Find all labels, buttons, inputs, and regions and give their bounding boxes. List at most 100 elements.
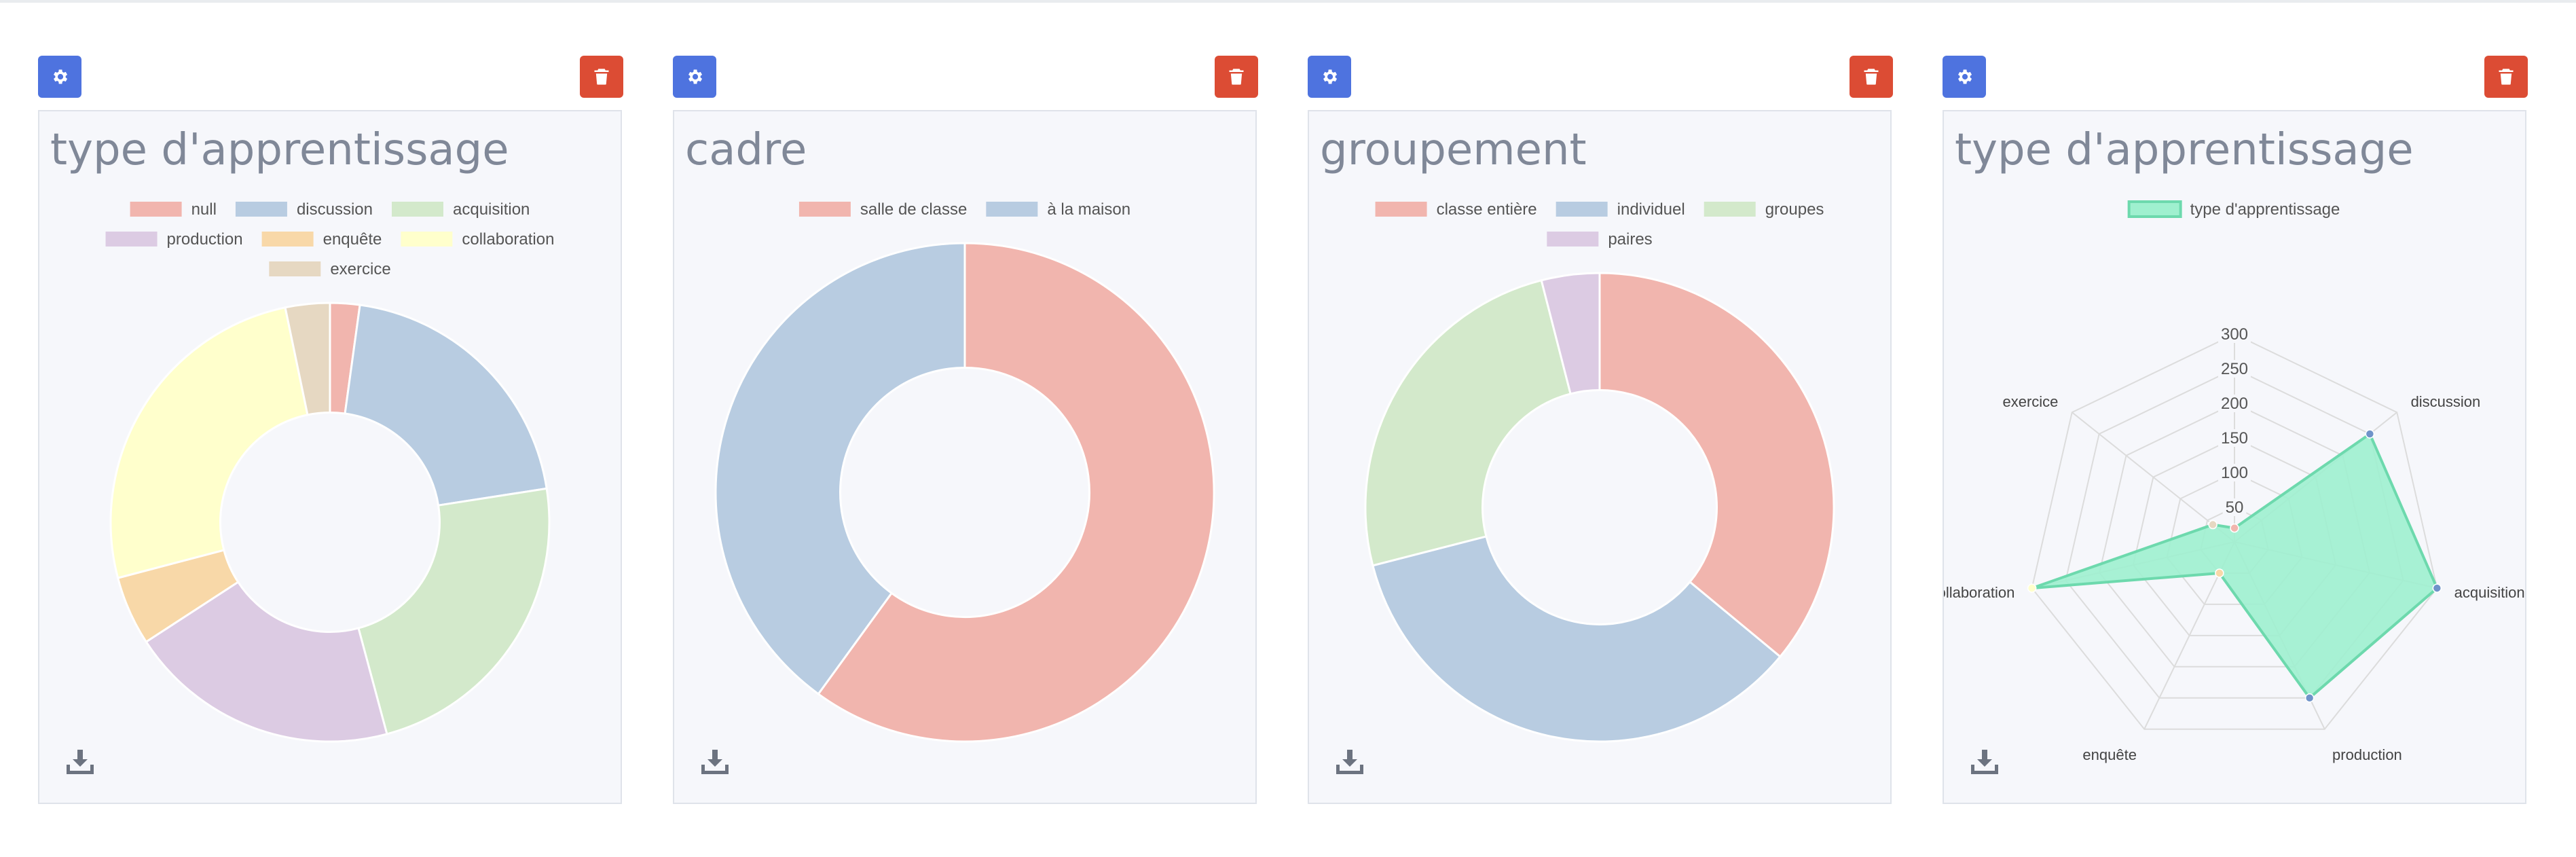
- legend-item-classe-entiere[interactable]: classe entière: [1375, 200, 1537, 219]
- legend-label: null: [191, 200, 217, 219]
- legend-item-production[interactable]: production: [105, 230, 243, 249]
- legend-label: production: [167, 230, 243, 249]
- legend-label: à la maison: [1047, 200, 1130, 219]
- legend-item-enquete[interactable]: enquête: [261, 230, 382, 249]
- legend-swatch: [986, 202, 1038, 217]
- slice-discussion[interactable]: [344, 304, 548, 507]
- legend-item-collaboration[interactable]: collaboration: [401, 230, 554, 249]
- chart-legend: null discussion acquisition production enquê…: [105, 200, 554, 278]
- legend-label: classe entière: [1437, 200, 1537, 219]
- chart-title: type d'apprentissage: [50, 125, 509, 175]
- settings-button[interactable]: [1943, 56, 1986, 98]
- delete-button[interactable]: [1850, 56, 1893, 98]
- radar-chart: type d'apprentissage 50 100 150 200 250 300 dis…: [1944, 200, 2525, 763]
- radar-axis-label-acquisition: acquisition: [2454, 584, 2525, 601]
- chart-legend: type d'apprentissage: [2127, 200, 2340, 219]
- slice-a-la-maison[interactable]: [714, 242, 966, 696]
- legend-label: exercice: [330, 260, 390, 278]
- slice-acquisition[interactable]: [357, 487, 551, 735]
- legend-label: salle de classe: [860, 200, 967, 219]
- legend-item-exercice[interactable]: exercice: [269, 260, 391, 278]
- download-button[interactable]: [1971, 750, 1998, 774]
- radar-point-acquisition[interactable]: [2432, 583, 2442, 593]
- settings-button[interactable]: [673, 56, 716, 98]
- legend-label: discussion: [297, 200, 373, 219]
- chart-panel: salle de classe à la maison cadre: [673, 110, 1257, 804]
- legend-swatch: [1704, 202, 1756, 217]
- legend-swatch: [130, 202, 182, 217]
- radar-tick-labels: 50 100 150 200 250 300: [2218, 325, 2251, 517]
- gear-icon: [1955, 67, 1974, 86]
- trash-icon: [1227, 67, 1246, 86]
- radar-point-exercice[interactable]: [2208, 519, 2218, 530]
- doughnut-slices: [1364, 272, 1835, 743]
- chart-card: null discussion acquisition production enquê…: [38, 56, 623, 804]
- slice-production[interactable]: [145, 581, 388, 743]
- download-button[interactable]: [1336, 750, 1363, 774]
- trash-icon: [1862, 67, 1881, 86]
- radar-axis-label-collaboration: collaboration: [1944, 584, 2014, 601]
- settings-button[interactable]: [38, 56, 81, 98]
- doughnut-chart: salle de classe à la maison: [714, 200, 1215, 743]
- settings-button[interactable]: [1308, 56, 1351, 98]
- legend-item-salle-de-classe[interactable]: salle de classe: [798, 200, 967, 219]
- legend-item-a-la-maison[interactable]: à la maison: [986, 200, 1130, 219]
- chart-card: classe entière individuel groupes paires gro…: [1308, 56, 1893, 804]
- radar-tick-label: 150: [2221, 429, 2248, 448]
- radar-axis-label-discussion: discussion: [2411, 393, 2481, 410]
- chart-title: groupement: [1320, 125, 1587, 175]
- delete-button[interactable]: [1215, 56, 1258, 98]
- radar-axis-label-enquete: enquête: [2082, 746, 2137, 763]
- download-icon: [1336, 750, 1363, 777]
- doughnut-chart: null discussion acquisition production enquê…: [105, 200, 554, 743]
- slice-individuel[interactable]: [1372, 535, 1782, 743]
- legend-item-groupes[interactable]: groupes: [1704, 200, 1824, 219]
- legend-item-paires[interactable]: paires: [1547, 230, 1653, 249]
- chart-panel: type d'apprentissage 50 100 150 200 250 300 dis…: [1943, 110, 2526, 804]
- legend-label: paires: [1608, 230, 1652, 249]
- download-icon: [1971, 750, 1998, 777]
- radar-tick-label: 50: [2226, 498, 2244, 517]
- legend-label: enquête: [323, 230, 382, 249]
- chart-card: salle de classe à la maison cadre: [673, 56, 1258, 804]
- trash-icon: [592, 67, 611, 86]
- delete-button[interactable]: [580, 56, 623, 98]
- gear-icon: [50, 67, 69, 86]
- legend-swatch: [401, 232, 453, 247]
- top-divider: [0, 0, 2576, 3]
- download-icon: [701, 750, 729, 777]
- legend-label: collaboration: [462, 230, 554, 249]
- legend-item-series[interactable]: type d'apprentissage: [2127, 200, 2340, 219]
- delete-button[interactable]: [2484, 56, 2528, 98]
- legend-swatch: [2127, 200, 2182, 218]
- slice-classe-entiere[interactable]: [1598, 272, 1835, 659]
- download-button[interactable]: [67, 750, 94, 774]
- legend-label: acquisition: [453, 200, 530, 219]
- radar-point-enquete[interactable]: [2215, 568, 2224, 578]
- slice-groupes[interactable]: [1364, 279, 1572, 567]
- radar-tick-label: 250: [2221, 360, 2248, 378]
- slice-collaboration[interactable]: [109, 306, 309, 579]
- radar-tick-label: 300: [2221, 325, 2248, 344]
- download-button[interactable]: [701, 750, 729, 774]
- legend-swatch: [1375, 202, 1427, 217]
- legend-item-discussion[interactable]: discussion: [235, 200, 373, 219]
- radar-point-discussion[interactable]: [2365, 429, 2375, 439]
- slice-salle-de-classe[interactable]: [817, 242, 1215, 743]
- slice-exercice[interactable]: [284, 302, 331, 416]
- legend-swatch: [392, 202, 444, 217]
- gear-icon: [1320, 67, 1339, 86]
- doughnut-slices: [714, 242, 1215, 743]
- legend-item-individuel[interactable]: individuel: [1556, 200, 1685, 219]
- legend-item-null[interactable]: null: [130, 200, 217, 219]
- download-icon: [67, 750, 94, 777]
- legend-swatch: [269, 261, 321, 276]
- slice-paires[interactable]: [1540, 272, 1601, 395]
- radar-point-collaboration[interactable]: [2027, 583, 2037, 593]
- legend-label: individuel: [1617, 200, 1685, 219]
- doughnut-slices: [109, 302, 551, 743]
- radar-point-null[interactable]: [2230, 523, 2239, 533]
- legend-swatch: [105, 232, 158, 247]
- radar-point-production[interactable]: [2304, 693, 2315, 703]
- legend-item-acquisition[interactable]: acquisition: [392, 200, 530, 219]
